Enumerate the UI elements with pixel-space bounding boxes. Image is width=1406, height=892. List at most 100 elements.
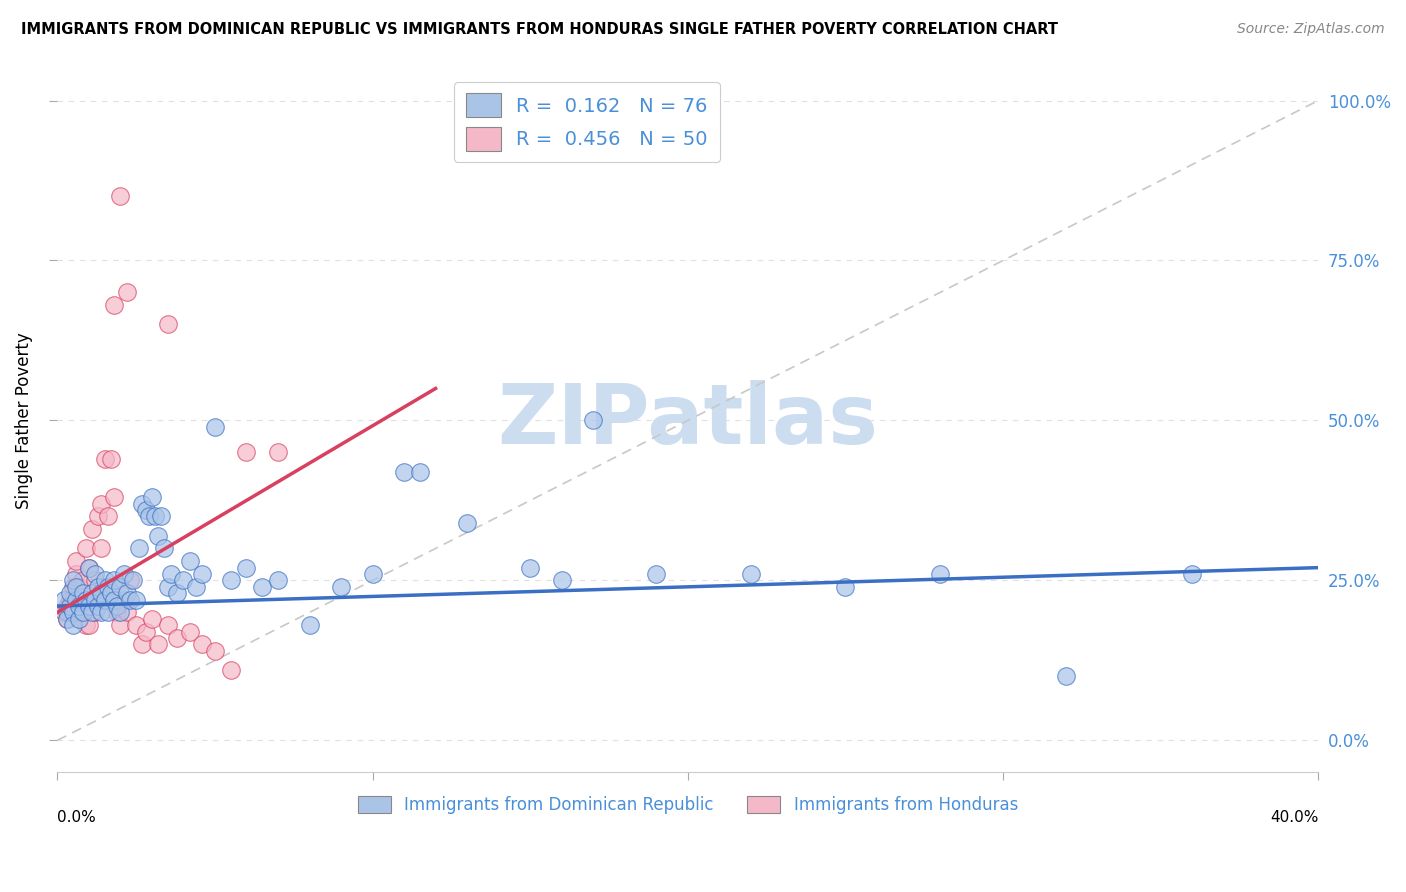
Point [118,574,141,588]
Point [77,560,100,574]
Point [67,599,90,613]
Point [97,606,120,620]
Point [1181,567,1204,582]
Point [59,606,82,620]
Point [87,580,110,594]
Point [645,567,668,582]
Point [235,445,257,459]
Legend: Immigrants from Dominican Republic, Immigrants from Honduras: Immigrants from Dominican Republic, Immi… [352,789,1025,821]
Point [128,541,150,556]
Point [55,612,77,626]
Point [72,606,94,620]
Point [65,580,87,594]
Point [80,606,103,620]
Point [156,318,179,332]
Point [330,580,353,594]
Text: IMMIGRANTS FROM DOMINICAN REPUBLIC VS IMMIGRANTS FROM HONDURAS SINGLE FATHER POV: IMMIGRANTS FROM DOMINICAN REPUBLIC VS IM… [21,22,1059,37]
Point [75,541,97,556]
Point [125,592,148,607]
Point [235,560,257,574]
Point [115,606,138,620]
Point [72,574,94,588]
Point [84,567,107,582]
Point [93,592,115,607]
Point [77,599,100,613]
Point [90,606,112,620]
Point [112,592,135,607]
Point [84,606,107,620]
Point [84,574,107,588]
Point [75,618,97,632]
Point [834,580,856,594]
Point [67,580,90,594]
Point [141,490,163,504]
Point [55,599,77,613]
Text: Source: ZipAtlas.com: Source: ZipAtlas.com [1237,22,1385,37]
Point [110,189,132,203]
Point [62,606,84,620]
Point [62,580,84,594]
Point [103,298,125,312]
Point [131,497,153,511]
Point [77,618,100,632]
Point [67,612,90,626]
Point [138,509,160,524]
Point [110,618,132,632]
Point [219,574,242,588]
Y-axis label: Single Father Poverty: Single Father Poverty [15,332,32,508]
Point [392,465,415,479]
Point [179,624,201,639]
Point [456,516,478,530]
Point [159,567,181,582]
Point [122,574,145,588]
Point [59,592,82,607]
Point [179,554,201,568]
Point [166,631,188,645]
Point [1054,669,1077,683]
Point [90,541,112,556]
Point [62,618,84,632]
Point [72,586,94,600]
Point [110,580,132,594]
Point [97,509,120,524]
Point [267,445,290,459]
Point [267,574,290,588]
Point [52,592,75,607]
Point [118,592,141,607]
Text: 0.0%: 0.0% [58,810,96,825]
Point [191,567,214,582]
Point [103,592,125,607]
Point [65,592,87,607]
Point [110,606,132,620]
Point [97,580,120,594]
Point [172,574,194,588]
Point [204,644,226,658]
Point [115,586,138,600]
Point [150,509,173,524]
Point [135,624,157,639]
Point [115,285,138,300]
Point [166,586,188,600]
Point [148,528,170,542]
Point [87,509,110,524]
Point [143,509,166,524]
Point [250,580,273,594]
Point [519,560,541,574]
Point [84,592,107,607]
Point [184,580,207,594]
Point [52,606,75,620]
Point [105,599,128,613]
Point [93,451,115,466]
Point [93,574,115,588]
Point [929,567,952,582]
Point [72,592,94,607]
Point [156,618,179,632]
Point [740,567,762,582]
Point [141,612,163,626]
Point [582,413,605,427]
Point [90,586,112,600]
Point [59,599,82,613]
Point [62,574,84,588]
Point [80,586,103,600]
Point [103,574,125,588]
